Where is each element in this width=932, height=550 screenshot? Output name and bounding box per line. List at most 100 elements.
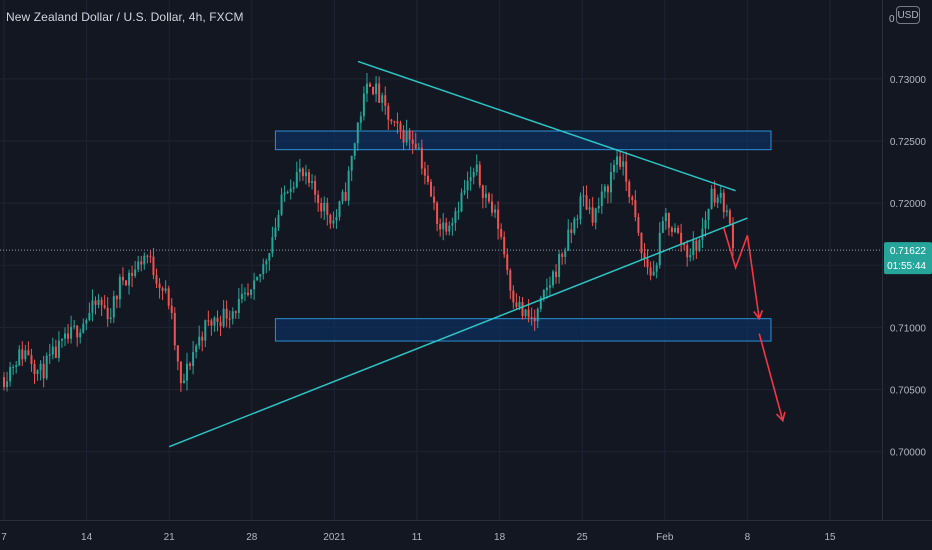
candle-body — [115, 296, 118, 300]
currency-selector[interactable]: USD — [896, 6, 920, 24]
candle-body — [576, 218, 579, 220]
time-tick-label: 15 — [824, 532, 836, 543]
time-tick-label: 28 — [246, 532, 258, 543]
candle-body — [500, 228, 503, 237]
price-tick-label: 0.70000 — [890, 448, 927, 459]
candle-body — [88, 312, 91, 321]
candle-body — [423, 168, 426, 176]
time-axis[interactable]: 7 14 21 28 2021 11 18 25 Feb 8 15 — [0, 520, 932, 544]
zone-upper[interactable] — [274, 130, 772, 151]
candle-body — [548, 285, 551, 288]
candle-body — [613, 164, 615, 172]
trendline-resistance[interactable] — [357, 60, 736, 192]
candle-body — [475, 164, 478, 172]
candle-body — [48, 354, 51, 356]
candle-body — [646, 258, 649, 268]
candle-body — [237, 299, 240, 313]
candle-body — [689, 255, 692, 258]
candle-body — [240, 293, 243, 300]
candle-body — [591, 207, 594, 223]
zone-boxes[interactable] — [274, 130, 772, 342]
candle-body — [378, 83, 381, 103]
time-tick-label: 8 — [745, 532, 751, 543]
candle-body — [271, 237, 274, 254]
candle-body — [320, 203, 323, 212]
candle-body — [454, 211, 457, 223]
candle-body — [341, 192, 344, 202]
candle-body — [725, 210, 728, 213]
candle-body — [149, 256, 152, 258]
candle-body — [234, 311, 237, 313]
candle-body — [420, 147, 423, 169]
candle-body — [186, 363, 188, 381]
zone-lower[interactable] — [274, 318, 772, 342]
candle-body — [9, 367, 12, 382]
candle-body — [207, 320, 210, 322]
candle-body — [247, 292, 249, 295]
candle-body — [335, 216, 338, 221]
candle-body — [478, 164, 481, 186]
candle-body — [292, 187, 295, 189]
candle-body — [137, 261, 140, 270]
candle-body — [731, 223, 734, 249]
candle-body — [393, 121, 396, 123]
candle-body — [506, 254, 509, 271]
candle-body — [112, 296, 115, 318]
candle-body — [161, 288, 164, 291]
trendline-layer[interactable] — [168, 60, 748, 448]
candle-body — [545, 287, 548, 291]
candle-body — [652, 271, 655, 276]
candle-body — [204, 320, 207, 341]
candle-body — [616, 156, 619, 165]
candle-body — [430, 181, 432, 197]
candle-body — [164, 288, 167, 291]
candle-body — [375, 83, 378, 95]
candle-body — [329, 214, 332, 224]
candle-body — [268, 253, 271, 261]
projection-path[interactable] — [723, 227, 760, 319]
projection-arrows[interactable] — [723, 227, 786, 423]
candle-body — [64, 333, 66, 339]
candle-body — [674, 227, 676, 232]
candle-body — [539, 297, 542, 309]
candle-body — [567, 229, 570, 251]
candle-body — [469, 177, 472, 181]
time-tick-label: 2021 — [323, 532, 346, 543]
candle-body — [231, 311, 234, 319]
candle-body — [677, 227, 680, 233]
candle-body — [381, 95, 384, 103]
candle-body — [225, 308, 228, 319]
projection-path[interactable] — [758, 333, 784, 421]
time-tick-label: Feb — [656, 532, 674, 543]
candle-body — [155, 275, 158, 284]
candle-body — [143, 255, 146, 265]
candle-body — [192, 352, 195, 366]
candle-body — [622, 161, 625, 167]
candle-body — [15, 365, 18, 367]
candle-body — [280, 194, 283, 215]
candle-body — [338, 201, 341, 217]
candle-body — [21, 349, 24, 360]
candle-body — [289, 188, 292, 192]
candle-body — [219, 321, 222, 327]
candle-body — [259, 274, 262, 277]
candle-body — [42, 363, 45, 379]
candle-body — [625, 161, 628, 182]
arrow-head — [775, 411, 786, 423]
candle-body — [670, 227, 673, 232]
candle-body — [390, 119, 393, 122]
trendline-support[interactable] — [168, 217, 748, 448]
candle-body — [179, 361, 182, 384]
candle-body — [274, 227, 277, 238]
candle-body — [561, 254, 564, 257]
candle-body — [167, 288, 170, 306]
candle-body — [350, 155, 353, 171]
candle-body — [45, 355, 48, 379]
candle-body — [256, 276, 259, 281]
candle-body — [603, 186, 606, 192]
candle-body — [298, 168, 301, 173]
candle-body — [628, 181, 631, 197]
candle-body — [533, 317, 536, 322]
candle-body — [317, 194, 320, 204]
